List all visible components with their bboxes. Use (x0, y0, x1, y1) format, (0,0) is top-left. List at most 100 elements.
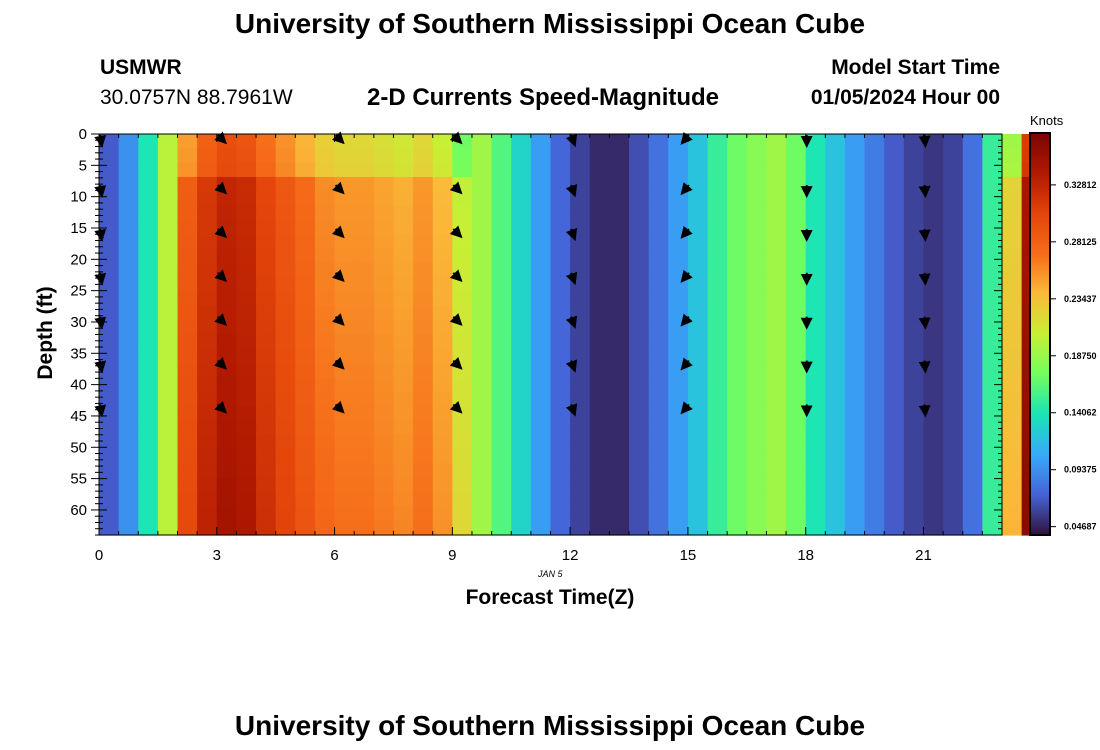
heat-cell (314, 434, 336, 450)
heat-cell (491, 234, 512, 250)
heat-cell (884, 391, 905, 407)
heat-cell (668, 348, 689, 364)
heat-cell (766, 377, 787, 393)
heat-cell (197, 219, 218, 235)
heat-cell (256, 148, 277, 164)
heat-cell (727, 406, 748, 422)
y-tick-label: 25 (70, 283, 87, 300)
heat-cell (943, 434, 964, 450)
heat-cell (157, 477, 179, 493)
heat-cell (491, 219, 512, 235)
current-arrow (449, 313, 463, 326)
heat-cell (99, 334, 120, 350)
heat-cell (295, 191, 316, 207)
heat-cell (530, 176, 552, 192)
heat-cell (962, 176, 983, 192)
heat-cell (393, 248, 414, 264)
heat-cell (609, 219, 630, 235)
heat-cell (157, 463, 179, 479)
heat-cell (687, 191, 709, 207)
heat-cell (256, 262, 277, 278)
heat-cell (766, 176, 787, 192)
heat-cell (334, 463, 355, 479)
heat-cell (864, 305, 885, 321)
heat-cell (354, 391, 375, 407)
heat-cell (864, 520, 885, 536)
heat-cell (550, 449, 571, 464)
current-arrow (565, 133, 578, 148)
heat-cell (157, 348, 179, 364)
heat-cell (923, 277, 944, 293)
heat-cell (471, 191, 493, 207)
heat-cell (373, 134, 395, 149)
heat-cell (629, 420, 650, 436)
heat-cell (982, 477, 1003, 493)
heat-cell (432, 248, 453, 264)
heat-cell (216, 406, 238, 422)
heat-cell (334, 320, 355, 336)
heat-cell (629, 248, 650, 264)
heat-cell (373, 420, 395, 436)
heat-cell (982, 148, 1003, 164)
heat-cell (1002, 191, 1023, 207)
heat-cell (256, 492, 277, 507)
heat-cell (687, 262, 709, 278)
heat-cell (295, 234, 316, 250)
heat-cell (962, 191, 983, 207)
heat-cell (216, 320, 238, 336)
heat-cell (275, 262, 296, 278)
heat-cell (197, 148, 218, 164)
current-arrow (214, 357, 228, 370)
heat-cell (157, 148, 179, 164)
heat-cell (432, 134, 453, 149)
heat-cell (884, 219, 905, 235)
heat-cell (236, 305, 257, 321)
heat-cell (511, 463, 532, 479)
heat-cell (216, 191, 238, 207)
heat-cell (471, 176, 493, 192)
heat-cell (864, 162, 885, 178)
heat-cell (629, 320, 650, 336)
heat-cell (687, 248, 709, 264)
heat-cell (766, 291, 787, 307)
heat-cell (432, 162, 453, 178)
heat-cell (786, 506, 807, 522)
heat-cell (923, 391, 944, 407)
heat-cell (432, 492, 453, 507)
heat-cell (962, 449, 983, 464)
heat-cell (177, 477, 198, 493)
heat-cell (314, 176, 336, 192)
heat-cell (295, 134, 316, 149)
heat-cell (177, 506, 198, 522)
heat-cell (393, 348, 414, 364)
heat-cell (648, 363, 669, 379)
heat-cell (766, 334, 787, 350)
heat-cell (530, 449, 552, 464)
heat-cell (609, 463, 630, 479)
heat-cell (118, 305, 139, 321)
heat-cell (491, 477, 512, 493)
heat-cell (177, 434, 198, 450)
current-arrow (680, 182, 693, 196)
heat-cell (177, 348, 198, 364)
heat-cell (884, 305, 905, 321)
heat-cell (629, 262, 650, 278)
heat-cell (256, 219, 277, 235)
heat-cell (962, 262, 983, 278)
heat-cell (884, 291, 905, 307)
heat-cell (825, 363, 846, 379)
heat-cell (903, 420, 925, 436)
heat-cell (138, 234, 159, 250)
heat-cell (727, 420, 748, 436)
heat-cell (511, 291, 532, 307)
heat-cell (629, 134, 650, 149)
heat-cell (943, 391, 964, 407)
heat-cell (903, 291, 925, 307)
heat-cell (295, 492, 316, 507)
heat-cell (314, 391, 336, 407)
heat-cell (550, 363, 571, 379)
current-arrow (214, 313, 228, 326)
heat-cell (99, 348, 120, 364)
heat-cell (903, 348, 925, 364)
heat-cell (295, 434, 316, 450)
